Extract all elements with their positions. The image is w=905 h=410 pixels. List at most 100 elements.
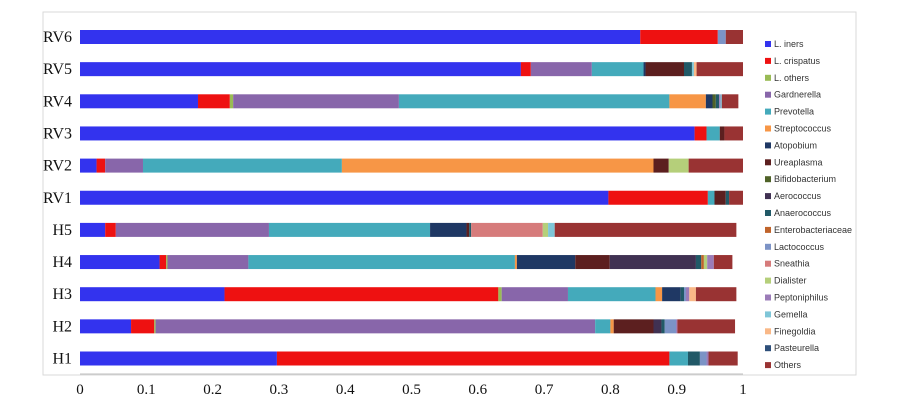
bar-segment xyxy=(721,94,739,109)
x-axis-ticks: 0 0.1 0.2 0.3 0.4 0.5 0.6 0.7 0.8 0.9 1 xyxy=(76,382,747,398)
bar-segment xyxy=(712,94,716,109)
bar-segment xyxy=(276,351,670,366)
bar-segment xyxy=(268,222,431,237)
legend-swatch xyxy=(765,142,771,149)
legend-entry: L. crispatus xyxy=(774,56,821,66)
bar-segment xyxy=(80,287,225,302)
bar-segment xyxy=(80,222,106,237)
bar-segment xyxy=(661,319,665,334)
bar-segment xyxy=(167,255,249,270)
legend-entry: Dialister xyxy=(774,276,807,286)
bar-segment xyxy=(430,222,467,237)
bar-segment xyxy=(662,287,681,302)
bar-segment xyxy=(653,158,669,173)
bar-segment xyxy=(80,126,695,141)
legend-swatch xyxy=(765,159,771,166)
bar-segment xyxy=(159,255,167,270)
bar-segment xyxy=(729,190,743,205)
bar-segment xyxy=(685,287,690,302)
bar-segment xyxy=(717,30,726,44)
bar-segment xyxy=(706,126,720,141)
bar-segment xyxy=(198,94,230,109)
bar-segment xyxy=(608,190,708,205)
bar-segment xyxy=(105,222,116,237)
bar-segment xyxy=(676,319,678,334)
bar-segment xyxy=(80,190,609,205)
bar-segment xyxy=(643,62,646,77)
bar-segment xyxy=(683,287,686,302)
legend-swatch xyxy=(765,210,771,216)
bar-segment xyxy=(530,62,592,77)
legend-entry: Peptoniphilus xyxy=(774,293,829,303)
legend-swatch xyxy=(765,260,771,267)
bar-segment xyxy=(80,319,132,334)
bar-segment xyxy=(501,287,568,302)
bar-segment xyxy=(707,190,715,205)
legend-swatch xyxy=(765,91,771,98)
bars-layer xyxy=(80,30,743,366)
x-tick-label: 0.6 xyxy=(468,382,487,398)
category-label: H3 xyxy=(52,286,72,303)
bar-segment xyxy=(105,158,143,173)
legend-entry: Aerococcus xyxy=(774,191,822,201)
bar-segment xyxy=(575,255,610,270)
legend-swatch xyxy=(765,345,771,352)
legend-swatch xyxy=(765,226,771,233)
x-tick-label: 0.4 xyxy=(336,382,355,398)
bar-segment xyxy=(248,255,515,270)
legend-swatch xyxy=(765,294,771,301)
legend-entry: L. others xyxy=(774,73,810,83)
category-label: RV3 xyxy=(43,125,72,142)
legend-entry: Atopobium xyxy=(774,140,817,150)
x-tick-label: 0.2 xyxy=(203,382,222,398)
category-labels: RV6 RV5 RV4 RV3 RV2 RV1 H5 H4 H3 H2 H1 xyxy=(43,29,72,368)
bar-segment xyxy=(498,287,502,302)
bar-segment xyxy=(714,190,726,205)
bar-segment xyxy=(341,158,654,173)
bar-segment xyxy=(713,255,733,270)
bar-segment xyxy=(96,158,106,173)
legend-entry: Gardnerella xyxy=(774,90,821,100)
legend-entry: Others xyxy=(774,360,802,370)
bar-segment xyxy=(668,158,689,173)
legend-entry: Bifidobacterium xyxy=(774,174,836,184)
legend-entry: Lactococcus xyxy=(774,242,825,252)
bar-segment xyxy=(610,319,614,334)
bar-segment xyxy=(516,255,576,270)
bar-segment xyxy=(471,222,543,237)
legend-entry: Anaerococcus xyxy=(774,208,832,218)
bar-segment xyxy=(224,287,499,302)
category-label: RV6 xyxy=(43,29,72,46)
bar-segment xyxy=(514,255,517,270)
bar-segment xyxy=(696,62,743,77)
bar-segment xyxy=(683,62,692,77)
bar-segment xyxy=(591,62,644,77)
bar-segment xyxy=(669,351,688,366)
bar-segment xyxy=(80,158,97,173)
bar-segment xyxy=(719,126,725,141)
bar-segment xyxy=(705,94,713,109)
bar-segment xyxy=(688,158,743,173)
legend-entry: Finegoldia xyxy=(774,326,816,336)
x-tick-label: 0 xyxy=(76,382,84,398)
bar-segment xyxy=(691,62,694,77)
category-label: RV5 xyxy=(43,61,72,78)
x-tick-label: 0.7 xyxy=(535,382,554,398)
bar-segment xyxy=(233,94,399,109)
legend-swatch xyxy=(765,41,771,47)
bar-segment xyxy=(719,94,721,109)
bar-segment xyxy=(707,255,714,270)
bar-segment xyxy=(640,30,718,44)
legend-swatch xyxy=(765,176,771,183)
bar-segment xyxy=(142,158,342,173)
legend-entry: Prevotella xyxy=(774,107,814,117)
category-label: H1 xyxy=(52,351,72,368)
bar-segment xyxy=(664,319,677,334)
bar-segment xyxy=(80,62,521,77)
legend-entry: Sneathia xyxy=(774,259,810,269)
bar-segment xyxy=(115,222,269,237)
category-label: RV4 xyxy=(43,93,72,110)
bar-segment xyxy=(715,94,720,109)
legend-entry: Ureaplasma xyxy=(774,157,823,167)
